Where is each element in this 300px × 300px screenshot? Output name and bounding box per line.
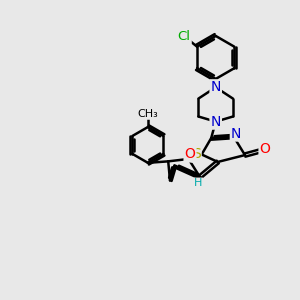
Text: O: O bbox=[184, 148, 196, 161]
Text: S: S bbox=[192, 148, 201, 161]
Text: O: O bbox=[260, 142, 270, 156]
Text: H: H bbox=[194, 178, 202, 188]
Text: Cl: Cl bbox=[178, 30, 191, 43]
Text: CH₃: CH₃ bbox=[137, 109, 158, 119]
Text: N: N bbox=[211, 80, 221, 94]
Text: N: N bbox=[231, 127, 241, 141]
Text: N: N bbox=[211, 115, 221, 129]
